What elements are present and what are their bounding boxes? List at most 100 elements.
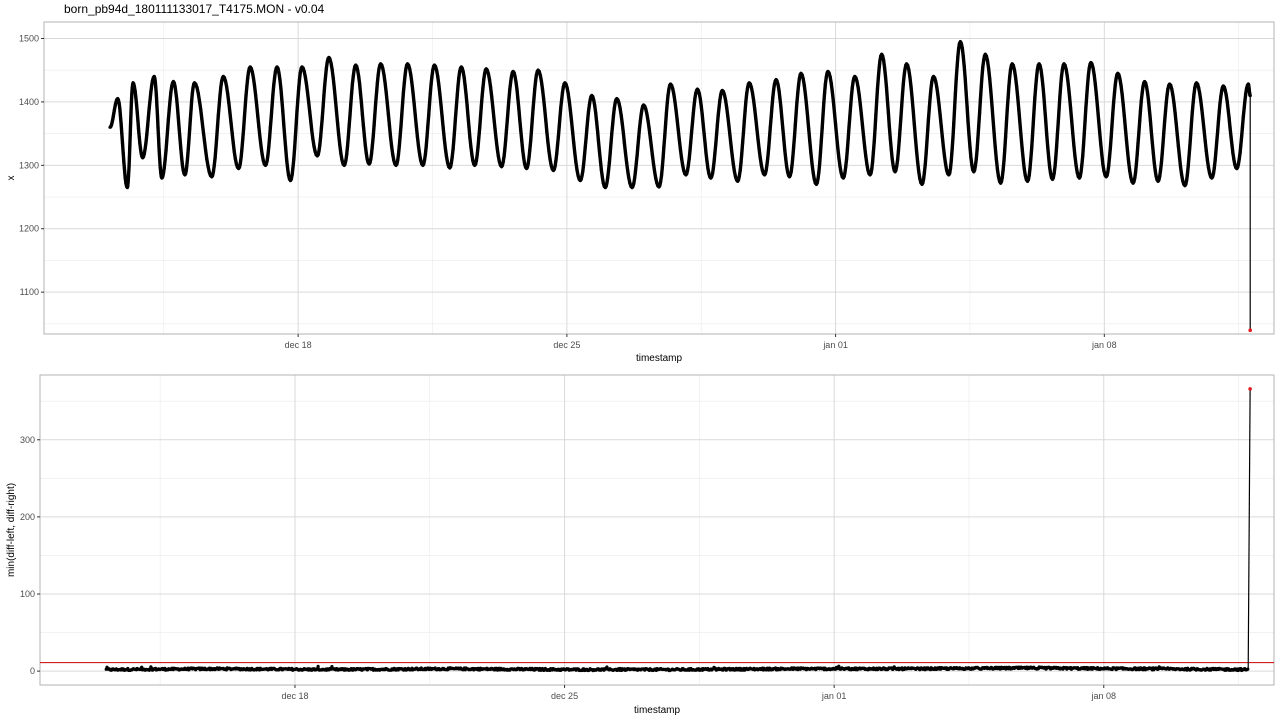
data-point [894,168,898,172]
data-point [832,111,837,115]
data-point [267,145,271,149]
data-point [118,113,122,117]
data-point [791,155,795,159]
data-point [1008,75,1012,79]
data-point [1136,142,1140,146]
data-point [179,146,183,150]
data-point [176,116,180,120]
data-point [1064,67,1068,72]
data-point [522,156,526,160]
data-point [269,114,273,118]
data-point [497,160,501,164]
data-point [1149,129,1153,133]
data-point [648,135,652,139]
x-tick-label: dec 18 [281,691,308,701]
data-point [520,139,524,143]
data-point [290,173,294,177]
data-point [1040,74,1044,78]
y-tick-label: 300 [20,435,35,445]
data-point [900,104,904,108]
data-point [430,74,434,78]
data-point [123,176,127,180]
data-point [888,136,892,141]
data-point [816,177,820,181]
data-point [1243,98,1247,102]
data-point [319,135,323,139]
data-point [876,75,881,79]
data-point [518,118,522,122]
data-point [1112,101,1116,105]
data-point [949,158,953,162]
data-point [611,122,615,126]
data-point [1054,155,1058,160]
data-point [945,168,949,172]
data-point [145,133,149,137]
data-point [1060,68,1064,72]
data-point [273,76,277,80]
data-point [146,115,150,119]
data-point [948,171,952,175]
data-point [871,160,875,164]
data-point [909,84,913,89]
data-point [166,117,170,121]
data-point [595,120,599,124]
data-point [504,128,509,132]
data-point [898,128,902,132]
data-point [910,96,914,100]
data-point [671,87,675,91]
data-point [597,150,602,154]
data-point [586,110,591,114]
data-point [276,66,280,70]
data-point [218,93,222,97]
data-point [453,127,457,131]
data-point [246,70,251,74]
data-point [264,162,268,166]
data-point [1162,131,1166,135]
data-point [319,126,323,130]
data-point [977,124,981,128]
data-point [336,121,340,125]
data-point [212,164,216,168]
data-point [116,98,120,102]
data-point [617,101,621,105]
data-point [433,64,438,68]
data-point [467,125,471,129]
data-point [1191,100,1195,104]
data-point [1057,107,1061,111]
data-point [384,91,388,95]
data-point [918,176,922,180]
data-point [428,91,432,96]
data-point [950,148,954,152]
data-point [503,147,507,151]
data-point [553,164,557,168]
data-point [1245,86,1249,90]
data-point [1059,84,1063,88]
data-point [677,138,681,142]
data-point [1055,132,1059,136]
data-point [279,86,283,90]
y-tick-label: 1300 [19,160,39,170]
data-point [659,180,663,184]
data-point [591,95,595,99]
data-point [956,54,960,58]
data-point [716,113,720,117]
data-point [964,90,968,94]
data-point [1028,166,1032,170]
data-point [975,148,979,152]
data-point [199,107,203,111]
data-point [1172,101,1176,105]
data-point [234,162,238,166]
data-point [166,128,170,132]
panel-border [43,21,1275,335]
figure-title: born_pb94d_180111133017_T4175.MON - v0.0… [64,2,325,16]
data-point [937,102,941,106]
series-main [108,40,1252,190]
data-point [900,92,905,96]
data-point [311,137,315,141]
data-point [500,163,504,167]
data-point [568,108,573,113]
data-point [357,74,361,78]
data-point [788,173,792,177]
data-point [1237,157,1241,161]
data-point [1021,157,1025,161]
